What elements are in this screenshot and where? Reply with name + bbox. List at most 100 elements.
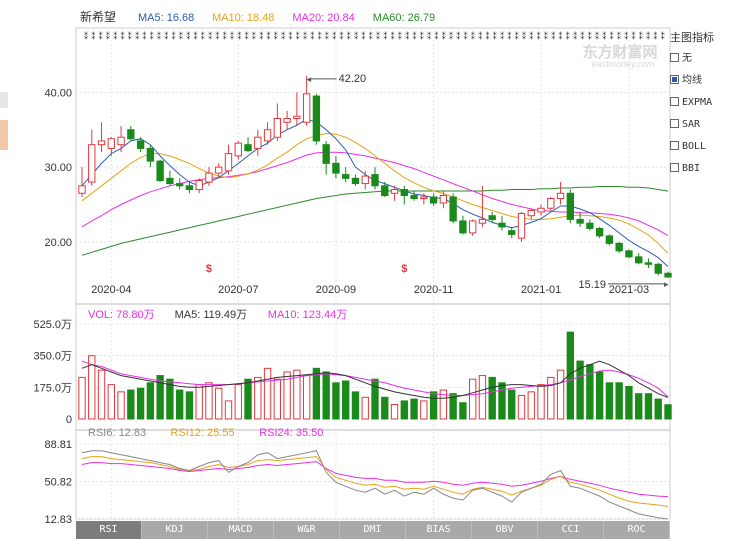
volume-bar — [342, 380, 350, 420]
checkbox-icon[interactable] — [670, 97, 679, 106]
indicator-panel-title: 主图指标 — [670, 31, 714, 44]
volume-bar — [273, 378, 282, 420]
indicator-option-label: 无 — [682, 53, 692, 64]
checkbox-icon[interactable] — [670, 141, 679, 150]
volume-bar — [468, 378, 477, 420]
candle-body — [478, 218, 487, 224]
volume-bar — [478, 375, 487, 420]
indicator-option[interactable]: BBI — [666, 158, 730, 180]
candle-body — [586, 222, 594, 229]
event-marker: ⁑ — [617, 31, 621, 41]
candle-body — [283, 118, 291, 123]
candle-body — [644, 262, 653, 265]
ma60-line — [81, 186, 669, 256]
ma-legend-item: MA60: 26.79 — [373, 12, 435, 24]
volume-bar — [517, 394, 526, 420]
checkbox-icon[interactable] — [670, 119, 679, 128]
rsi-legend-item: RSI6: 12.83 — [88, 427, 146, 439]
ma-legend-item: MA20: 20.84 — [292, 12, 354, 24]
checkbox-checked-icon[interactable] — [670, 75, 679, 84]
rsi24-line — [81, 461, 669, 498]
candle-body — [273, 118, 282, 138]
indicator-option[interactable]: BOLL — [666, 136, 730, 158]
volume-bar — [78, 376, 86, 420]
candle-body — [547, 198, 555, 209]
candle-body — [390, 189, 399, 194]
volume-bar — [498, 382, 506, 420]
event-marker: ⁑ — [325, 31, 329, 41]
event-marker: ⁑ — [296, 31, 300, 41]
split-marker-icon: $ — [401, 263, 407, 275]
volume-bar — [410, 398, 418, 420]
volume-bar — [390, 404, 399, 420]
candle-body — [400, 189, 408, 197]
event-marker: ⁑ — [340, 31, 344, 41]
tab-macd[interactable]: MACD — [208, 521, 274, 539]
volume-tick-label: 525.0万 — [33, 319, 72, 331]
checkbox-icon[interactable] — [670, 53, 679, 62]
event-marker: ⁑ — [215, 31, 219, 41]
candle-body — [224, 153, 233, 172]
indicator-option[interactable]: EXPMA — [666, 92, 730, 114]
volume-bar — [205, 382, 213, 420]
volume-bar — [371, 378, 379, 420]
tab-dmi[interactable]: DMI — [340, 521, 406, 539]
event-marker: ⁑ — [588, 31, 592, 41]
event-marker: ⁑ — [405, 31, 409, 41]
rsi-legend-item: RSI24: 35.50 — [259, 427, 323, 439]
candle-body — [293, 115, 301, 120]
event-marker: ⁑ — [449, 31, 453, 41]
tab-rsi[interactable]: RSI — [76, 521, 142, 539]
volume-bar — [439, 389, 448, 420]
rsi6-line — [81, 450, 669, 520]
event-marker: ⁑ — [632, 31, 636, 41]
event-marker: ⁑ — [347, 31, 351, 41]
event-marker: ⁑ — [259, 31, 263, 41]
candle-body — [332, 162, 340, 174]
indicator-option[interactable]: 无 — [666, 48, 730, 70]
volume-bar — [146, 382, 155, 420]
volume-bar — [312, 367, 321, 420]
volume-panel — [78, 331, 672, 420]
indicator-tabs: RSI KDJ MACD W&R DMI BIAS OBV CCI ROC — [76, 521, 670, 539]
checkbox-icon[interactable] — [670, 163, 679, 172]
volume-bar — [605, 382, 614, 420]
event-marker: ⁑ — [332, 31, 336, 41]
event-marker: ⁑ — [150, 31, 154, 41]
volume-bar — [576, 360, 584, 420]
event-marker: ⁑ — [142, 31, 146, 41]
candle-body — [429, 196, 438, 204]
volume-bar — [156, 375, 164, 420]
event-marker: ⁑ — [493, 31, 497, 41]
tab-roc[interactable]: ROC — [604, 521, 670, 539]
event-marker: ⁑ — [661, 31, 665, 41]
volume-bar — [293, 369, 301, 420]
candle-body — [215, 166, 223, 174]
indicator-option[interactable]: SAR — [666, 114, 730, 136]
tab-wr[interactable]: W&R — [274, 521, 340, 539]
date-tick-label: 2020-09 — [316, 284, 356, 296]
volume-bar — [556, 369, 565, 420]
tab-bias[interactable]: BIAS — [406, 521, 472, 539]
volume-legend-item: MA5: 119.49万 — [175, 309, 248, 321]
candle-body — [498, 222, 506, 228]
candle-body — [107, 138, 115, 149]
candle-body — [556, 192, 565, 200]
volume-bar — [263, 367, 272, 420]
tab-kdj[interactable]: KDJ — [142, 521, 208, 539]
rsi-tick-label: 50.82 — [44, 477, 72, 489]
volume-bar — [322, 371, 330, 420]
tab-obv[interactable]: OBV — [472, 521, 538, 539]
event-marker: ⁑ — [537, 31, 541, 41]
event-marker: ⁑ — [376, 31, 380, 41]
volume-bar — [449, 393, 457, 420]
indicator-panel: 主图指标 无均线 EXPMA SAR BOLL BBI — [666, 28, 730, 180]
event-marker: ⁑ — [99, 31, 103, 41]
event-marker: ⁑ — [602, 31, 606, 41]
indicator-option[interactable]: 均线 — [666, 70, 730, 92]
left-edge-highlight — [0, 120, 8, 150]
candle-body — [439, 195, 448, 204]
candle-body — [263, 129, 272, 142]
tab-cci[interactable]: CCI — [538, 521, 604, 539]
volume-bar — [595, 371, 604, 420]
